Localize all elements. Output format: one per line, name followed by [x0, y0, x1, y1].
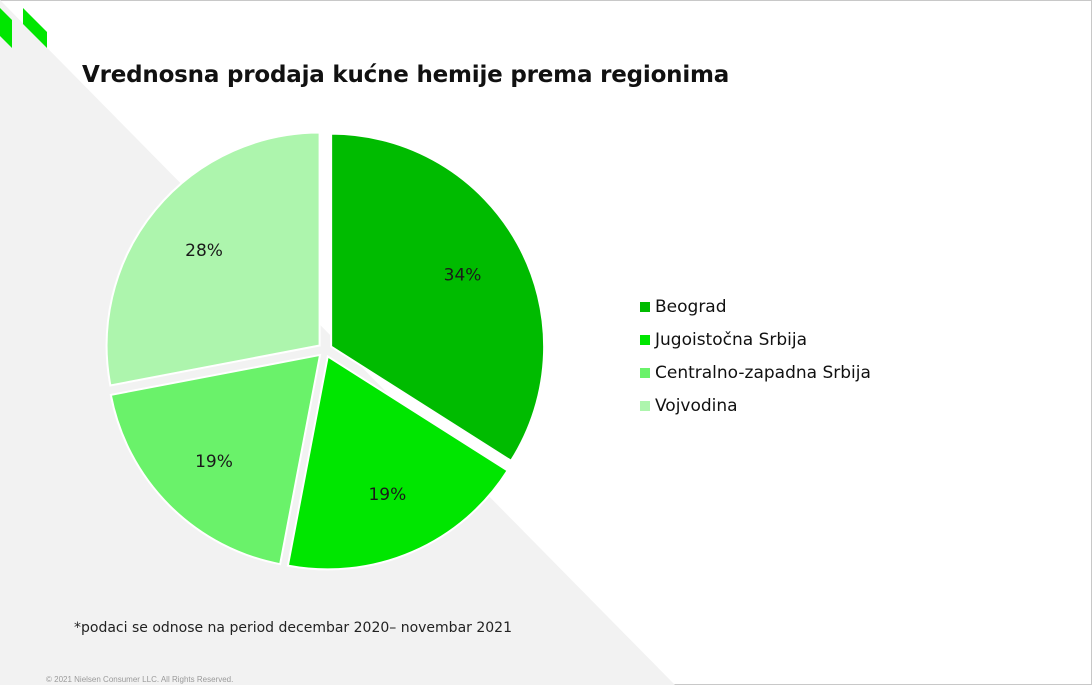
pie-slice-jugoisto-na-srbija — [286, 354, 510, 571]
legend-swatch — [640, 400, 650, 411]
legend-swatch — [640, 367, 650, 378]
chart-legend: Beograd Jugoistočna Srbija Centralno-zap… — [640, 290, 871, 422]
legend-item-vojvodina: Vojvodina — [640, 389, 871, 422]
pie-data-label: 19% — [195, 452, 233, 472]
chart-title: Vrednosna prodaja kućne hemije prema reg… — [82, 62, 730, 88]
legend-label: Beograd — [655, 296, 727, 317]
legend-label: Centralno-zapadna Srbija — [655, 362, 871, 383]
footnote: *podaci se odnose na period decembar 202… — [74, 620, 512, 636]
pie-slice-beograd — [330, 132, 546, 463]
pie-data-label: 34% — [444, 265, 482, 285]
pie-data-label: 28% — [185, 241, 223, 261]
legend-swatch — [640, 334, 650, 345]
legend-swatch — [640, 301, 650, 312]
pie-slice-vojvodina — [105, 131, 321, 387]
copyright: © 2021 Nielsen Consumer LLC. All Rights … — [46, 675, 234, 684]
legend-label: Jugoistočna Srbija — [655, 329, 808, 350]
legend-item-beograd: Beograd — [640, 290, 871, 323]
legend-item-jugoistocna-srbija: Jugoistočna Srbija — [640, 323, 871, 356]
pie-data-label: 19% — [368, 485, 406, 505]
pie-slice-centralno-zapadna-srbija — [109, 353, 322, 566]
nielsen-logo-icon — [0, 8, 47, 48]
legend-item-centralno-zapadna-srbija: Centralno-zapadna Srbija — [640, 356, 871, 389]
legend-label: Vojvodina — [655, 395, 738, 416]
